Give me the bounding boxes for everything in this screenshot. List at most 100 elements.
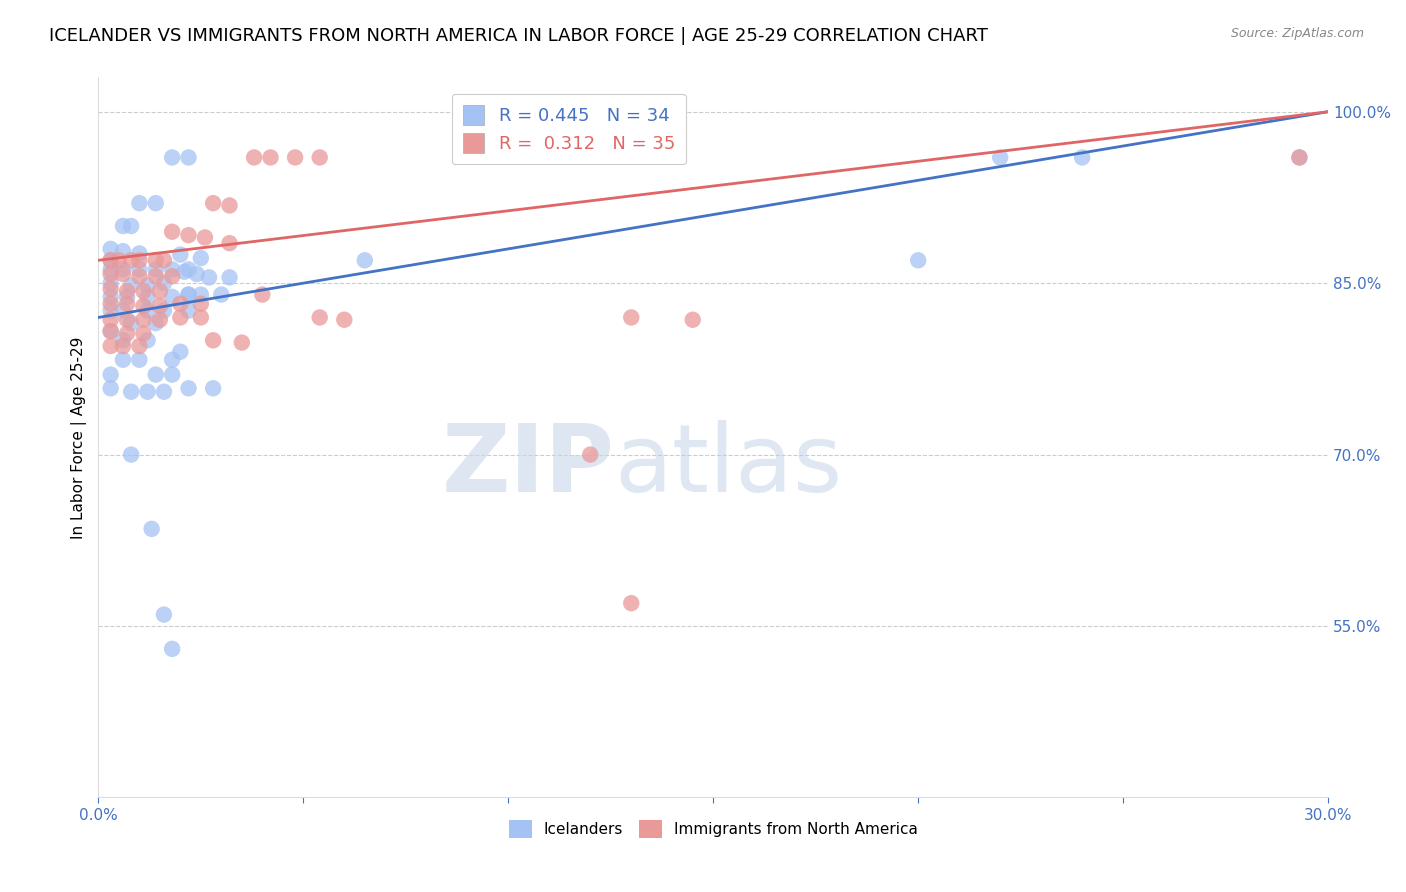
Point xyxy=(160,641,183,656)
Point xyxy=(259,151,281,165)
Point xyxy=(128,253,150,268)
Point xyxy=(160,352,183,367)
Point xyxy=(100,312,122,326)
Point xyxy=(115,326,138,341)
Point xyxy=(177,303,200,318)
Point xyxy=(111,244,134,259)
Point xyxy=(100,324,122,338)
Point xyxy=(145,196,167,211)
Text: ZIP: ZIP xyxy=(441,420,614,512)
Point xyxy=(177,287,200,301)
Point xyxy=(128,262,150,277)
Point xyxy=(145,262,167,277)
Point xyxy=(243,151,266,165)
Point xyxy=(115,297,138,311)
Point xyxy=(111,339,134,353)
Point xyxy=(141,522,163,536)
Point xyxy=(100,262,122,277)
Text: atlas: atlas xyxy=(614,420,844,512)
Point xyxy=(1071,151,1094,165)
Point xyxy=(202,334,225,348)
Point xyxy=(100,381,122,395)
Point xyxy=(209,287,232,301)
Point xyxy=(194,230,217,244)
Point xyxy=(252,287,274,301)
Point xyxy=(120,316,142,330)
Point xyxy=(136,278,159,293)
Point xyxy=(149,312,172,326)
Point xyxy=(132,299,155,313)
Point xyxy=(988,151,1011,165)
Point xyxy=(579,448,602,462)
Point xyxy=(177,287,200,301)
Point xyxy=(115,290,138,304)
Point xyxy=(132,326,155,341)
Point xyxy=(160,368,183,382)
Point xyxy=(153,607,176,622)
Point xyxy=(308,310,330,325)
Point xyxy=(111,267,134,281)
Text: Source: ZipAtlas.com: Source: ZipAtlas.com xyxy=(1230,27,1364,40)
Point xyxy=(190,251,212,265)
Point xyxy=(169,344,191,359)
Point xyxy=(308,151,330,165)
Point xyxy=(111,262,134,277)
Text: ICELANDER VS IMMIGRANTS FROM NORTH AMERICA IN LABOR FORCE | AGE 25-29 CORRELATIO: ICELANDER VS IMMIGRANTS FROM NORTH AMERI… xyxy=(49,27,988,45)
Point xyxy=(153,384,176,399)
Point xyxy=(128,352,150,367)
Point xyxy=(907,253,929,268)
Point xyxy=(149,299,172,313)
Point xyxy=(100,290,122,304)
Point xyxy=(145,253,167,268)
Point xyxy=(132,312,155,326)
Point xyxy=(111,303,134,318)
Point xyxy=(120,278,142,293)
Point xyxy=(160,151,183,165)
Point xyxy=(136,334,159,348)
Point xyxy=(198,270,221,285)
Point xyxy=(202,381,225,395)
Legend: Icelanders, Immigrants from North America: Icelanders, Immigrants from North Americ… xyxy=(503,814,924,844)
Y-axis label: In Labor Force | Age 25-29: In Labor Force | Age 25-29 xyxy=(72,336,87,539)
Point xyxy=(100,276,122,290)
Point xyxy=(1288,151,1310,165)
Point xyxy=(353,253,375,268)
Point xyxy=(177,228,200,243)
Point xyxy=(120,384,142,399)
Point xyxy=(620,596,643,610)
Point xyxy=(100,253,122,268)
Point xyxy=(115,284,138,298)
Point xyxy=(169,297,191,311)
Point xyxy=(160,225,183,239)
Point xyxy=(115,312,138,326)
Point xyxy=(177,381,200,395)
Point xyxy=(100,282,122,296)
Point xyxy=(202,196,225,211)
Point xyxy=(333,312,356,326)
Point xyxy=(153,253,176,268)
Point xyxy=(108,253,131,268)
Point xyxy=(218,198,240,212)
Point xyxy=(128,246,150,260)
Point xyxy=(169,247,191,261)
Point xyxy=(111,352,134,367)
Point xyxy=(100,267,122,281)
Point xyxy=(120,448,142,462)
Point xyxy=(218,270,240,285)
Point xyxy=(111,219,134,233)
Point xyxy=(100,339,122,353)
Point xyxy=(100,242,122,256)
Point xyxy=(190,287,212,301)
Point xyxy=(136,303,159,318)
Point xyxy=(620,310,643,325)
Point xyxy=(177,151,200,165)
Point xyxy=(173,265,195,279)
Point xyxy=(177,262,200,277)
Point xyxy=(136,290,159,304)
Point xyxy=(160,290,183,304)
Point xyxy=(190,297,212,311)
Point xyxy=(186,267,208,281)
Point xyxy=(145,316,167,330)
Point xyxy=(128,196,150,211)
Point xyxy=(160,269,183,284)
